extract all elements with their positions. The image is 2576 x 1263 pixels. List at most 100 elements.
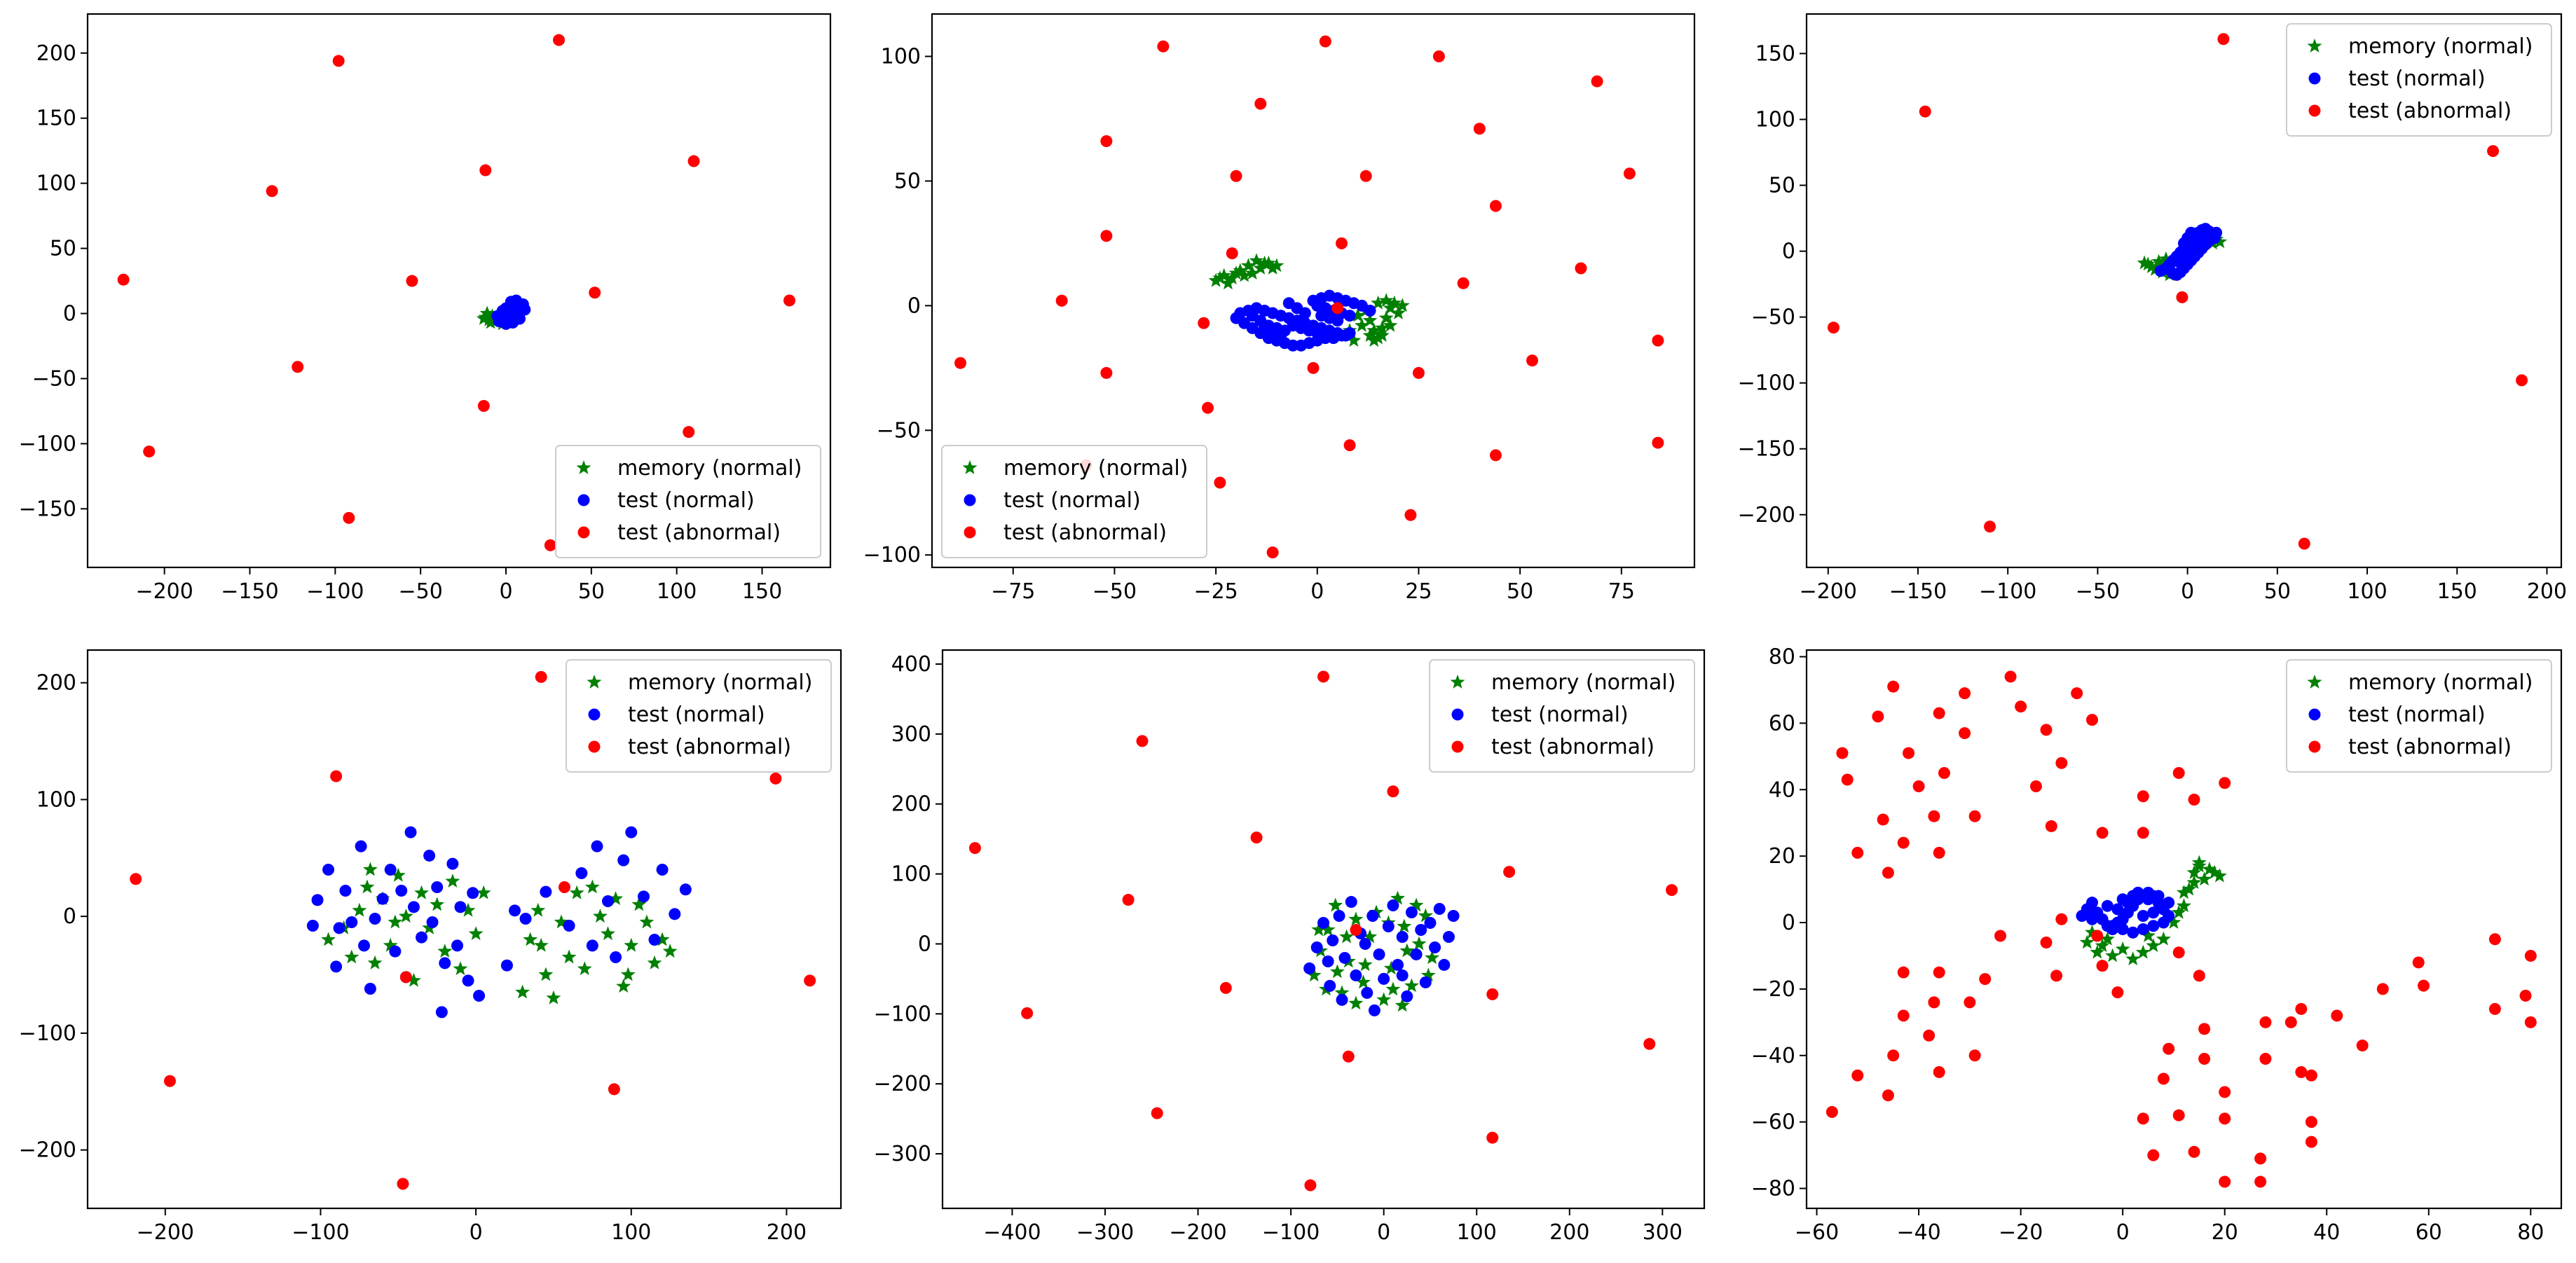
memory-normal-point — [388, 914, 403, 929]
test-normal-point — [1392, 958, 1404, 971]
test-normal-point — [656, 863, 669, 876]
test-abnormal-point — [1350, 923, 1362, 936]
test-normal-point — [2185, 226, 2198, 239]
memory-normal-point — [2115, 941, 2130, 955]
axes-frame — [941, 649, 1706, 1210]
test-abnormal-point — [1307, 361, 1320, 374]
test-abnormal-point — [1100, 134, 1113, 147]
legend-box — [566, 659, 832, 773]
test-abnormal-point — [1933, 1065, 1945, 1078]
test-abnormal-point — [2172, 767, 2185, 780]
test-normal-point — [2152, 890, 2165, 902]
test-abnormal-point — [683, 426, 695, 439]
x-tick-label: −100 — [1979, 579, 2036, 604]
y-tick-label: −100 — [19, 1021, 76, 1046]
y-tick-label: 100 — [881, 44, 921, 69]
test-abnormal-point — [1157, 40, 1170, 53]
test-abnormal-point — [1897, 1009, 1910, 1022]
test-normal-point — [2142, 893, 2155, 906]
memory-normal-point — [1253, 261, 1268, 275]
test-normal-point — [435, 1006, 448, 1019]
memory-normal-point — [1339, 929, 1355, 944]
plot-area — [954, 35, 1664, 559]
x-tick-label: −150 — [221, 579, 278, 604]
memory-normal-point — [2090, 944, 2105, 959]
test-abnormal-point — [2071, 687, 2083, 700]
test-abnormal-point — [2254, 1175, 2267, 1188]
legend: memory (normal) test (normal) test (abnorm… — [941, 445, 1207, 558]
test-normal-point — [1382, 920, 1395, 933]
x-tick-label: −50 — [2076, 579, 2120, 604]
test-normal-point — [446, 857, 459, 870]
test-normal-point — [1310, 941, 1323, 953]
test-abnormal-point — [1404, 509, 1417, 521]
memory-normal-point — [1420, 967, 1436, 982]
test-normal-point — [330, 960, 343, 973]
test-normal-point — [431, 881, 444, 893]
memory-normal-point — [476, 885, 491, 899]
legend-label-memory-normal: memory (normal) — [2348, 670, 2533, 695]
test-abnormal-point — [2096, 960, 2109, 972]
y-tick-label: −40 — [1751, 1044, 1795, 1068]
test-abnormal-point — [2096, 827, 2109, 839]
memory-normal-point — [414, 885, 429, 899]
memory-normal-point — [2177, 898, 2191, 913]
axes-frame — [86, 649, 842, 1210]
test-abnormal-point — [1202, 401, 1214, 414]
memory-normal-point — [437, 944, 453, 958]
legend-marker-test-normal — [2308, 708, 2321, 721]
x-tick-label: 0 — [1377, 1220, 1390, 1245]
legend: memory (normal) test (normal) test (abnorm… — [1429, 659, 1695, 773]
x-tick-label: −50 — [399, 579, 443, 604]
memory-normal-point — [1357, 957, 1373, 972]
y-tick-label: 100 — [891, 862, 931, 887]
axes-frame — [86, 13, 832, 569]
x-tick-label: 100 — [611, 1220, 651, 1245]
test-normal-point — [1303, 962, 1316, 974]
legend-box — [1429, 659, 1695, 773]
memory-normal-point — [1240, 258, 1256, 272]
x-tick-label: −100 — [292, 1220, 349, 1245]
test-normal-point — [358, 939, 371, 952]
test-normal-point — [1343, 326, 1356, 339]
test-normal-point — [2208, 232, 2221, 244]
test-abnormal-point — [117, 273, 130, 286]
test-abnormal-point — [804, 974, 816, 987]
test-abnormal-point — [1964, 996, 1976, 1009]
test-abnormal-point — [1575, 262, 1587, 275]
test-normal-point — [2147, 920, 2160, 932]
test-abnormal-point — [2050, 969, 2063, 982]
memory-normal-point — [523, 932, 538, 946]
test-normal-point — [1336, 993, 1348, 1006]
test-normal-point — [1350, 969, 1362, 981]
memory-normal-point — [1371, 295, 1386, 310]
memory-normal-point — [601, 926, 615, 941]
test-abnormal-point — [2193, 969, 2205, 982]
memory-normal-point — [468, 926, 484, 941]
test-abnormal-point — [1851, 846, 1864, 859]
memory-normal-point — [1362, 312, 1378, 327]
test-abnormal-point — [343, 511, 355, 524]
legend-marker-test-normal — [588, 708, 601, 721]
x-tick-label: 0 — [1310, 579, 1324, 604]
test-abnormal-point — [2488, 933, 2501, 946]
memory-normal-point — [1395, 998, 1410, 1012]
y-tick-label: −20 — [1751, 977, 1795, 1002]
memory-normal-point — [584, 879, 600, 894]
x-tick-label: 75 — [1608, 579, 1635, 604]
test-normal-point — [2137, 910, 2149, 923]
test-normal-point — [1345, 896, 1357, 909]
test-normal-point — [1419, 976, 1432, 988]
test-abnormal-point — [2524, 1016, 2537, 1028]
memory-normal-point — [362, 862, 378, 876]
test-normal-point — [1361, 986, 1373, 999]
test-normal-point — [1396, 930, 1409, 943]
test-abnormal-point — [1214, 476, 1226, 489]
memory-normal-point — [1376, 992, 1392, 1007]
memory-normal-point — [1391, 305, 1406, 319]
axes-frame — [1805, 13, 2563, 569]
test-normal-point — [2116, 923, 2129, 935]
legend-marker-memory-normal — [576, 460, 591, 474]
test-abnormal-point — [1968, 1049, 1981, 1062]
